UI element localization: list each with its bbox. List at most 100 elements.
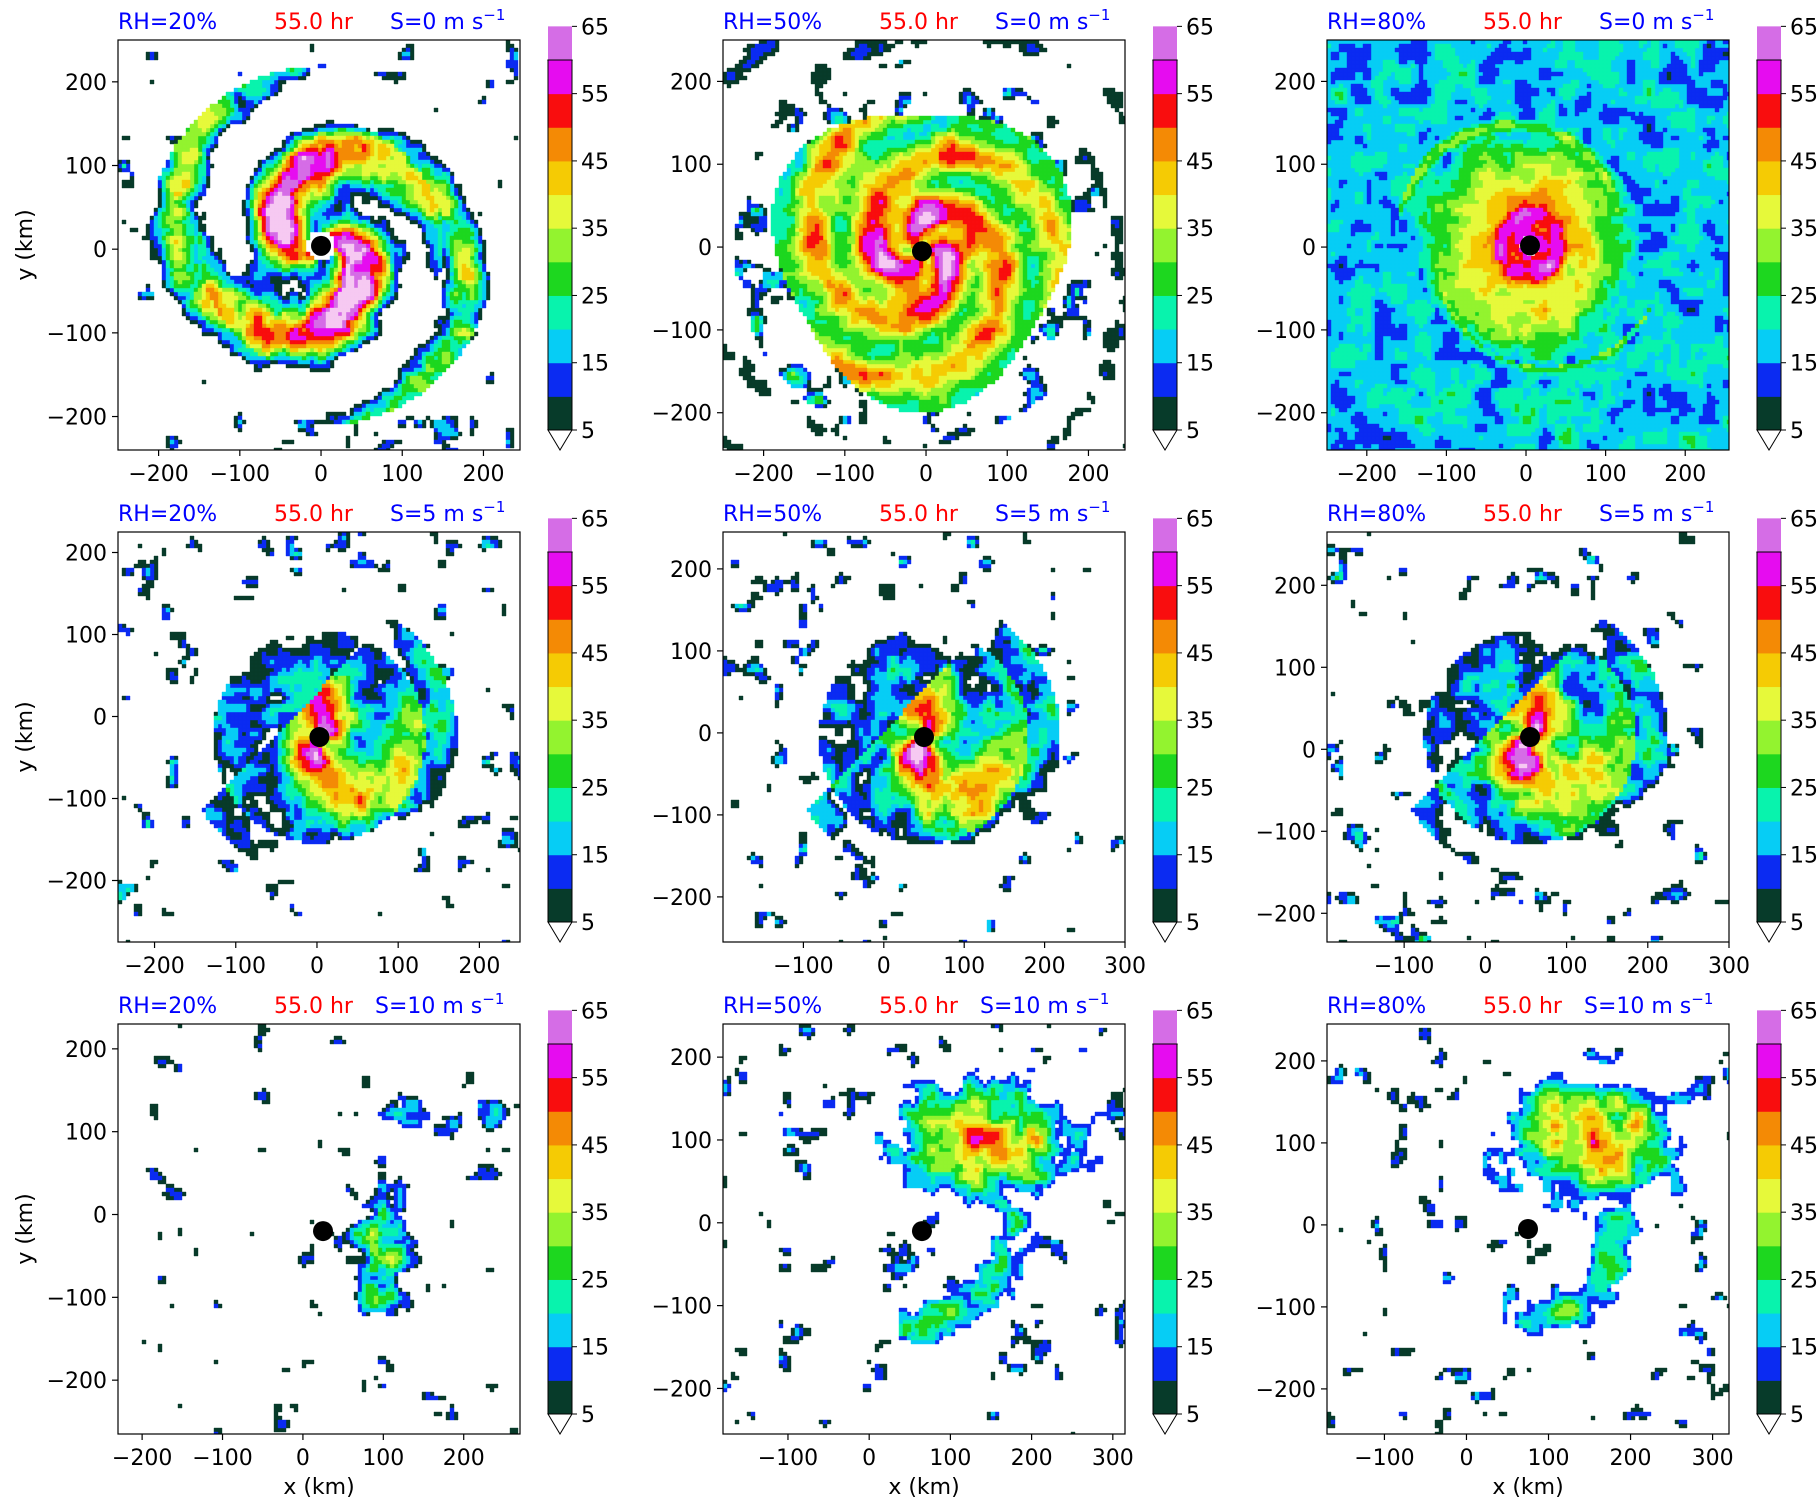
y-tick-label: 100	[1274, 1132, 1316, 1157]
panel-r1-c0: −200 −100 0 100 200 −200 −100 0 100 200 RH=20% 55.0…	[13, 498, 609, 979]
y-tick-label: 100	[1274, 656, 1316, 681]
colorbar-tick-label: 25	[581, 1268, 609, 1293]
y-tick-label: 200	[65, 71, 107, 96]
y-tick-label: −200	[1256, 402, 1316, 427]
time-label: 55.0 hr	[274, 502, 354, 527]
shear-label: S=5 m s−1	[390, 498, 505, 527]
colorbar-segment	[548, 854, 572, 889]
reflectivity-field	[723, 1024, 1125, 1434]
colorbar-segment	[548, 362, 572, 397]
panel-r2-c1: −100 0 100 200 300 −200 −100 0 100 200 RH=50% 55.0 …	[652, 990, 1214, 1499]
colorbar-segment	[1153, 261, 1177, 296]
colorbar-segment	[1757, 619, 1781, 654]
colorbar-segment	[548, 585, 572, 620]
colorbar-segment	[1153, 1010, 1177, 1045]
colorbar-tick-label: 25	[1186, 1268, 1214, 1293]
shear-exponent: −1	[1088, 498, 1110, 516]
colorbar-tick-label: 35	[581, 1201, 609, 1226]
colorbar-segment	[1153, 854, 1177, 889]
x-tick-label: 0	[1459, 1446, 1473, 1471]
colorbar-tick-label: 5	[581, 911, 595, 936]
colorbar-segment	[1757, 787, 1781, 822]
colorbar-segment	[1153, 93, 1177, 128]
colorbar: 5 15 25 35 45 55 65	[1756, 15, 1817, 451]
x-tick-label: 100	[362, 1446, 404, 1471]
reflectivity-contour	[265, 151, 375, 329]
colorbar-segment	[548, 228, 572, 263]
colorbar-segment	[1757, 26, 1781, 61]
storm-center-marker	[1518, 1219, 1538, 1239]
reflectivity-contour	[754, 115, 1072, 413]
colorbar-segment	[548, 518, 572, 553]
plot-frame	[117, 39, 521, 451]
y-tick-label: −100	[1256, 319, 1316, 344]
rh-label: RH=20%	[118, 994, 217, 1019]
colorbar-segment	[1757, 854, 1781, 889]
storm-center-marker	[1519, 235, 1540, 256]
reflectivity-field	[723, 532, 1125, 942]
colorbar-segment	[1153, 1044, 1177, 1079]
colorbar-segment	[1153, 619, 1177, 654]
panel-r1-c1: −100 0 100 200 300 −200 −100 0 100 200 RH=50% 55.0 …	[652, 498, 1214, 979]
colorbar-frame	[547, 551, 573, 923]
reflectivity-contour	[289, 679, 423, 817]
panel-r1-c2: −100 0 100 200 300 −200 −100 0 100 200 RH=80% 55.0 …	[1256, 498, 1817, 979]
time-label: 55.0 hr	[1483, 10, 1563, 35]
colorbar-tick-label: 35	[1790, 709, 1817, 734]
colorbar-tick-label: 65	[1790, 507, 1817, 532]
y-tick-label: 0	[1302, 1214, 1316, 1239]
y-tick-label: 0	[698, 236, 712, 261]
panel-r2-c0: −200 −100 0 100 200 −200 −100 0 100 200 RH=20% 55.0…	[13, 990, 609, 1499]
colorbar-segment	[1757, 1178, 1781, 1213]
colorbar-tick-label: 55	[1186, 1067, 1214, 1092]
x-tick-label: −200	[112, 1446, 172, 1471]
x-tick-label: 300	[1104, 954, 1146, 979]
x-tick-label: −100	[210, 462, 270, 487]
shear-exponent: −1	[1088, 6, 1110, 24]
y-tick-label: −200	[652, 1377, 712, 1402]
y-tick-label: 200	[670, 70, 712, 95]
y-tick-label: −100	[1256, 820, 1316, 845]
colorbar-segment	[1757, 720, 1781, 755]
y-tick-label: 0	[698, 1212, 712, 1237]
colorbar-segment	[1757, 686, 1781, 721]
colorbar-segment	[548, 1010, 572, 1045]
time-label: 55.0 hr	[274, 994, 354, 1019]
storm-center-marker	[1520, 727, 1541, 747]
reflectivity-contour	[890, 667, 1028, 833]
colorbar: 5 15 25 35 45 55 65	[547, 999, 609, 1435]
plot-frame	[722, 1023, 1126, 1435]
colorbar-segment	[1153, 720, 1177, 755]
colorbar-segment	[1757, 753, 1781, 788]
reflectivity-contour	[910, 743, 924, 765]
colorbar-segment	[548, 652, 572, 688]
y-tick-label: 100	[670, 1129, 712, 1154]
colorbar-tick-label: 55	[1790, 83, 1817, 108]
colorbar-frame	[547, 59, 573, 431]
colorbar-tick-label: 15	[1790, 844, 1817, 869]
colorbar-segment	[1757, 261, 1781, 296]
colorbar-segment	[1153, 26, 1177, 61]
y-tick-label: −200	[652, 402, 712, 427]
y-axis-label: y (km)	[13, 209, 38, 280]
x-tick-label: −200	[1337, 462, 1397, 487]
rh-label: RH=20%	[118, 10, 217, 35]
reflectivity-field	[1327, 1027, 1729, 1434]
colorbar-segment	[548, 1313, 572, 1348]
x-tick-label: 200	[462, 462, 504, 487]
colorbar-tick-label: 35	[1790, 1201, 1817, 1226]
colorbar-segment	[548, 552, 572, 587]
x-tick-label: 200	[443, 1446, 485, 1471]
colorbar-tick-label: 5	[1186, 419, 1200, 444]
colorbar-segment	[1757, 821, 1781, 856]
colorbar-tick-label: 55	[581, 1067, 609, 1092]
colorbar-tick-label: 25	[1790, 1268, 1817, 1293]
colorbar-segment	[548, 295, 572, 330]
colorbar-tick-label: 25	[1790, 776, 1817, 801]
plot-frame	[117, 531, 521, 943]
y-tick-label: 0	[93, 238, 107, 263]
y-tick-label: 0	[1302, 738, 1316, 763]
colorbar-extend-low	[547, 1413, 573, 1435]
y-tick-label: 200	[670, 1046, 712, 1071]
colorbar-segment	[1757, 585, 1781, 620]
